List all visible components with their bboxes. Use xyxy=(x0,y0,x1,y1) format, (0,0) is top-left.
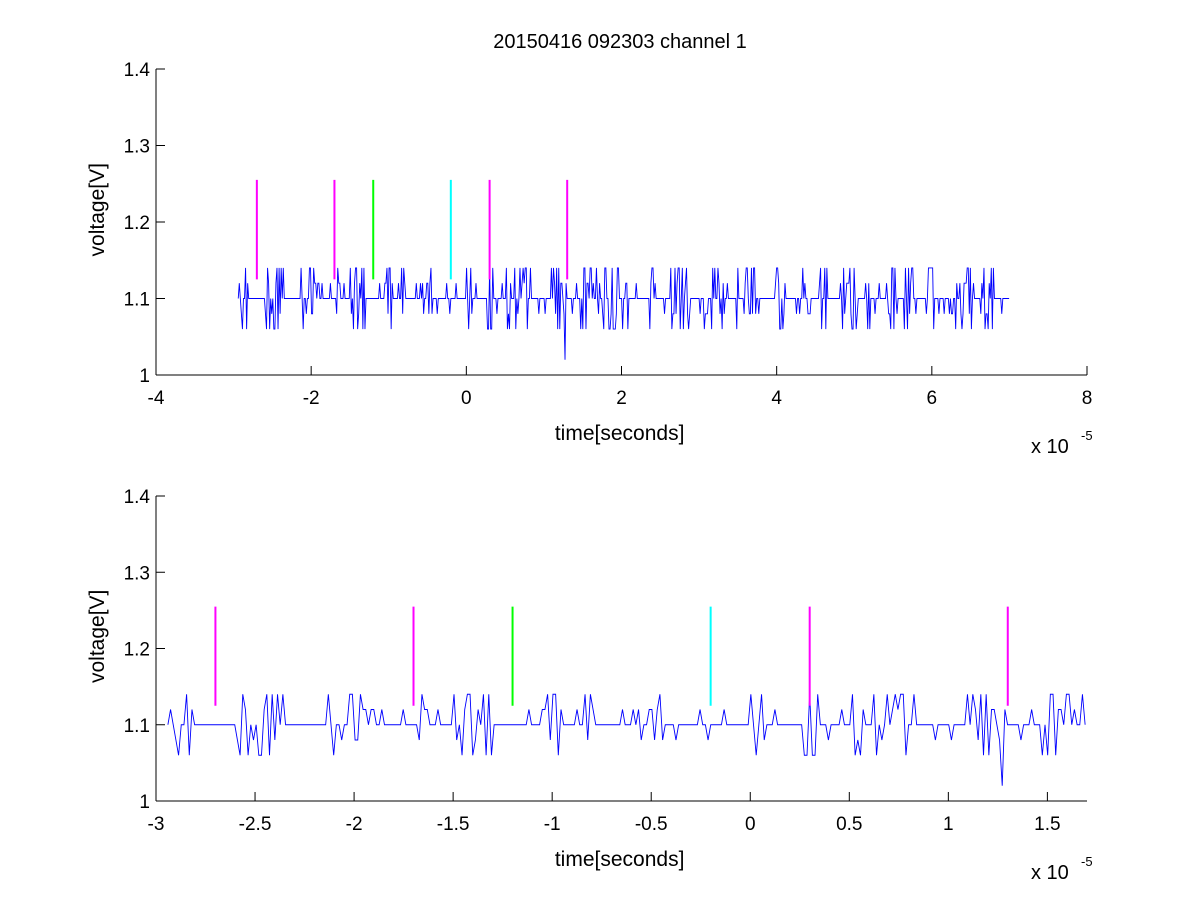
x-tick-label: -1 xyxy=(544,814,561,835)
y-tick-label: 1.1 xyxy=(124,716,150,737)
y-tick-label: 1.3 xyxy=(124,137,150,158)
bottom-plot: -3 -2.5 -2 -1.5 -1 -0.5 0 0.5 1 1.5 1 1.1 1.2 1.3 1.4 t… xyxy=(86,487,1093,884)
x-exponent-power: -5 xyxy=(1081,854,1093,869)
x-axis-label: time[seconds] xyxy=(555,848,685,871)
x-tick-label: -2 xyxy=(346,814,363,835)
y-tick-label: 1.4 xyxy=(124,487,151,508)
chart-title: 20150416 092303 channel 1 xyxy=(493,31,747,53)
y-tick-label: 1.4 xyxy=(124,60,151,81)
x-tick-label: 4 xyxy=(771,388,782,409)
y-tick-label: 1.2 xyxy=(124,213,150,234)
x-tick-label: 2 xyxy=(616,388,627,409)
top-plot: -4 -2 0 2 4 6 8 1 1.1 1.2 1.3 1.4 time[seconds] volta… xyxy=(86,60,1093,458)
x-tick-label: 8 xyxy=(1082,388,1093,409)
x-axis-label: time[seconds] xyxy=(555,422,685,445)
y-axis-label: voltage[V] xyxy=(86,590,109,683)
x-tick-label: -2.5 xyxy=(239,814,272,835)
x-tick-label: -1.5 xyxy=(437,814,470,835)
y-tick-label: 1 xyxy=(139,792,150,813)
x-exponent-label: x 10 xyxy=(1031,862,1069,884)
voltage-trace xyxy=(167,693,1086,786)
y-tick-label: 1 xyxy=(139,366,150,387)
x-exponent-power: -5 xyxy=(1081,428,1093,443)
x-exponent-label: x 10 xyxy=(1031,436,1069,458)
x-tick-label: 0.5 xyxy=(836,814,862,835)
y-tick-label: 1.3 xyxy=(124,563,150,584)
x-tick-label: -3 xyxy=(148,814,165,835)
x-tick-label: -0.5 xyxy=(635,814,668,835)
x-tick-label: 1 xyxy=(943,814,954,835)
x-tick-label: 1.5 xyxy=(1034,814,1060,835)
y-axis-label: voltage[V] xyxy=(86,163,109,256)
x-tick-label: 0 xyxy=(461,388,472,409)
x-tick-label: 6 xyxy=(927,388,938,409)
voltage-trace xyxy=(237,267,1010,360)
y-tick-label: 1.2 xyxy=(124,640,150,661)
y-tick-label: 1.1 xyxy=(124,290,150,311)
x-tick-label: -2 xyxy=(303,388,320,409)
x-tick-label: -4 xyxy=(148,388,165,409)
x-tick-label: 0 xyxy=(745,814,756,835)
